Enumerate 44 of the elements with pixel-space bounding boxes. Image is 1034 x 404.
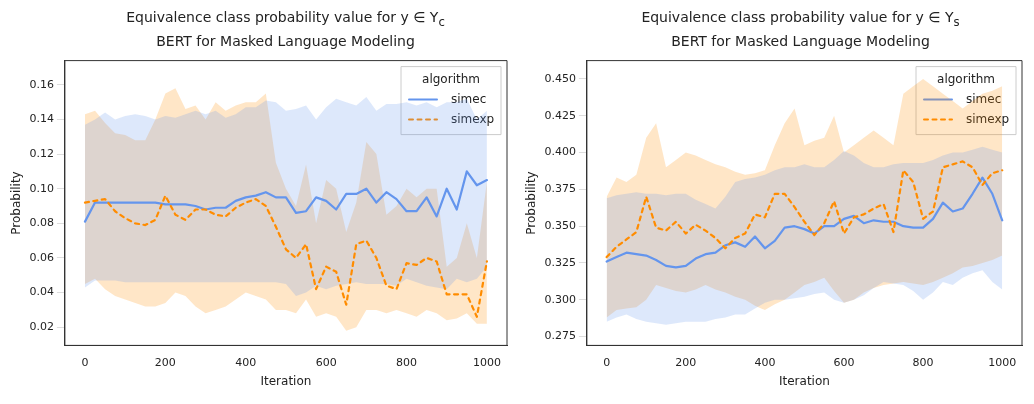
chart-subtitle: BERT for Masked Language Modeling (155, 31, 416, 51)
y-tick-label: 0.02 (29, 319, 54, 333)
y-tick-label: 0.12 (29, 146, 54, 160)
x-tick-label: 400 (754, 355, 776, 369)
x-tick-label: 0 (81, 355, 89, 369)
x-tick-label: 200 (154, 355, 176, 369)
x-axis-title: Iteration (778, 373, 830, 388)
chart-title: Equivalence class probability value for y ∈ Y$_{c}$ (125, 8, 446, 31)
x-tick-label: 400 (235, 355, 257, 369)
legend-title: algorithm (422, 71, 480, 86)
x-tick-label: 600 (833, 355, 855, 369)
legend-label: simexp (451, 111, 495, 126)
y-tick-label: 0.300 (544, 292, 576, 306)
y-tick-label: 0.04 (29, 285, 54, 299)
chart-subtitle: BERT for Masked Language Modeling (670, 31, 931, 51)
y-tick-label: 0.450 (544, 71, 576, 85)
y-tick-label: 0.06 (29, 250, 54, 264)
y-tick-label: 0.08 (29, 216, 54, 229)
chart-title: Equivalence class probability value for y ∈ Y$_{s}$ (640, 8, 961, 31)
line-series (83, 194, 488, 318)
y-tick-label: 0.275 (544, 329, 576, 343)
y-axis-title: Probability (524, 171, 539, 235)
y-tick-label: 0.375 (544, 182, 576, 196)
x-tick-label: 800 (396, 355, 418, 369)
x-tick-label: 1000 (988, 355, 1017, 369)
y-tick-label: 0.16 (29, 77, 54, 91)
legend-label: simec (966, 91, 1002, 106)
y-tick-label: 0.400 (544, 145, 576, 159)
legend-label: simexp (966, 111, 1010, 126)
y-tick-label: 0.325 (544, 255, 576, 269)
x-tick-label: 0 (603, 355, 611, 369)
legend-label: simec (451, 91, 487, 106)
x-tick-label: 1000 (472, 355, 501, 369)
x-tick-label: 800 (912, 355, 934, 369)
y-tick-label: 0.14 (29, 112, 54, 126)
legend-title: algorithm (937, 71, 995, 86)
y-tick-label: 0.10 (29, 181, 54, 195)
x-tick-label: 200 (675, 355, 697, 369)
y-tick-label: 0.425 (544, 108, 576, 122)
y-tick-label: 0.350 (544, 218, 576, 232)
x-axis-title: Iteration (260, 373, 312, 388)
line-series (605, 160, 1004, 258)
x-tick-label: 600 (315, 355, 337, 369)
y-axis-title: Probability (9, 171, 24, 235)
